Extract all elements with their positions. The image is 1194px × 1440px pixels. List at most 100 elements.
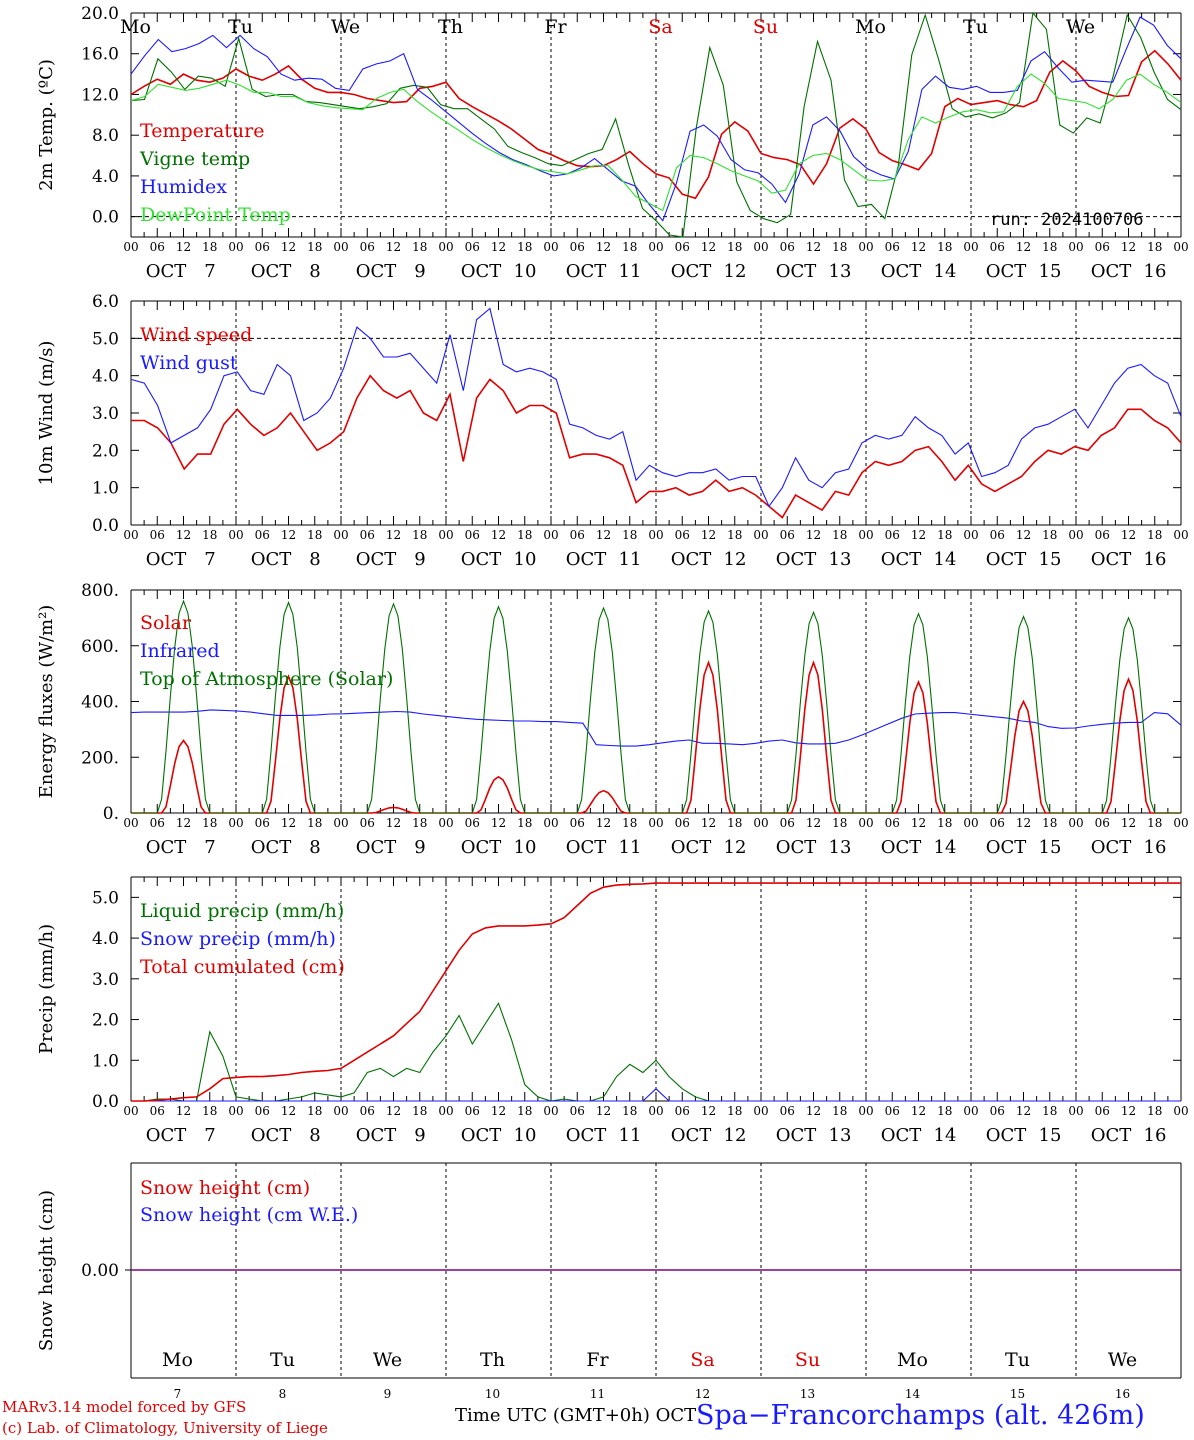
hour-tick-label: 18 [202, 528, 217, 542]
hour-tick-label: 06 [570, 1104, 585, 1118]
hour-tick-label: 00 [858, 816, 873, 830]
date-month-label: OCT [776, 1125, 817, 1146]
hour-tick-label: 06 [570, 240, 585, 254]
date-month-label: OCT [461, 261, 502, 282]
day-label: We [1066, 16, 1095, 38]
hour-tick-label: 18 [307, 528, 322, 542]
hour-tick-label: 00 [753, 528, 768, 542]
hour-tick-label: 12 [386, 1104, 401, 1118]
series-line [130, 307, 1182, 508]
date-day-label: 14 [934, 837, 957, 858]
hour-tick-label: 00 [333, 528, 348, 542]
hour-tick-label: 18 [307, 816, 322, 830]
hour-tick-label: 00 [858, 528, 873, 542]
hour-tick-label: 00 [438, 240, 453, 254]
hour-tick-label: 06 [465, 816, 480, 830]
date-day-label: 12 [724, 549, 747, 570]
hour-tick-label: 06 [150, 816, 165, 830]
date-day-label: 14 [934, 549, 957, 570]
hour-tick-label: 00 [228, 240, 243, 254]
hour-tick-label: 12 [596, 816, 611, 830]
hour-tick-label: 12 [806, 1104, 821, 1118]
series-line [130, 73, 1182, 212]
date-month-label: OCT [356, 261, 397, 282]
date-day-label: 16 [1144, 261, 1167, 282]
date-month-label: OCT [986, 549, 1027, 570]
hour-tick-label: 06 [780, 528, 795, 542]
hour-tick-label: 12 [1121, 240, 1136, 254]
y-tick-label: 8.0 [92, 126, 119, 146]
date-month-label: OCT [251, 549, 292, 570]
hour-tick-label: 18 [622, 528, 637, 542]
y-tick-label: 2.0 [92, 441, 119, 461]
hour-tick-label: 06 [150, 1104, 165, 1118]
hour-tick-label: 18 [622, 1104, 637, 1118]
day-label: Tu [1005, 1349, 1030, 1371]
hour-tick-label: 18 [412, 1104, 427, 1118]
series-line [130, 709, 1182, 747]
hour-tick-label: 06 [1095, 816, 1110, 830]
day-label: Th [438, 16, 463, 38]
hour-tick-label: 00 [1068, 1104, 1083, 1118]
date-day-label: 10 [485, 1387, 500, 1401]
hour-tick-label: 12 [911, 1104, 926, 1118]
hour-tick-label: 06 [570, 528, 585, 542]
date-day-label: 13 [829, 261, 852, 282]
day-label: Mo [897, 1349, 928, 1371]
date-day-label: 12 [695, 1387, 710, 1401]
hour-tick-label: 18 [202, 1104, 217, 1118]
y-axis-label: Energy fluxes (W/m²) [36, 605, 57, 799]
date-day-label: 8 [279, 1387, 287, 1401]
hour-tick-label: 18 [517, 1104, 532, 1118]
date-month-label: OCT [461, 837, 502, 858]
hour-tick-label: 00 [648, 1104, 663, 1118]
hour-tick-label: 00 [543, 816, 558, 830]
hour-tick-label: 12 [701, 240, 716, 254]
day-label: Tu [228, 16, 253, 38]
date-month-label: OCT [671, 261, 712, 282]
hour-tick-label: 00 [333, 816, 348, 830]
y-tick-label: 4.0 [92, 167, 119, 187]
hour-tick-label: 00 [1068, 528, 1083, 542]
date-month-label: OCT [146, 1125, 187, 1146]
hour-tick-label: 00 [648, 816, 663, 830]
hour-tick-label: 12 [491, 816, 506, 830]
hour-tick-label: 12 [701, 528, 716, 542]
hour-tick-label: 06 [360, 528, 375, 542]
hour-tick-label: 00 [123, 816, 138, 830]
date-day-label: 14 [905, 1387, 921, 1401]
y-tick-label: 800. [81, 581, 119, 601]
hour-tick-label: 06 [150, 240, 165, 254]
hour-tick-label: 18 [412, 240, 427, 254]
model-credit: MARv3.14 model forced by GFS [2, 1398, 247, 1416]
hour-tick-label: 06 [255, 1104, 270, 1118]
date-day-label: 16 [1144, 1125, 1167, 1146]
legend-entry: Snow precip (mm/h) [140, 928, 336, 950]
y-tick-label: 1.0 [92, 1051, 119, 1071]
hour-tick-label: 12 [176, 1104, 191, 1118]
date-month-label: OCT [776, 549, 817, 570]
y-tick-label: 200. [81, 748, 119, 768]
hour-tick-label: 18 [517, 240, 532, 254]
hour-tick-label: 06 [675, 1104, 690, 1118]
day-label: Fr [586, 1349, 609, 1371]
hour-tick-label: 12 [281, 240, 296, 254]
hour-tick-label: 00 [228, 816, 243, 830]
day-label: Fr [544, 16, 567, 38]
hour-tick-label: 18 [832, 1104, 847, 1118]
date-day-label: 16 [1115, 1387, 1130, 1401]
hour-tick-label: 00 [753, 816, 768, 830]
date-month-label: OCT [986, 1125, 1027, 1146]
hour-tick-label: 06 [780, 240, 795, 254]
hour-tick-label: 12 [281, 1104, 296, 1118]
hour-tick-label: 06 [675, 528, 690, 542]
hour-tick-label: 06 [885, 816, 900, 830]
hour-tick-label: 00 [543, 528, 558, 542]
date-day-label: 12 [724, 261, 747, 282]
hour-tick-label: 06 [465, 528, 480, 542]
hour-tick-label: 00 [123, 1104, 138, 1118]
day-label: We [1108, 1349, 1137, 1371]
hour-tick-label: 18 [622, 816, 637, 830]
hour-tick-label: 12 [176, 816, 191, 830]
date-day-label: 7 [204, 1125, 215, 1146]
